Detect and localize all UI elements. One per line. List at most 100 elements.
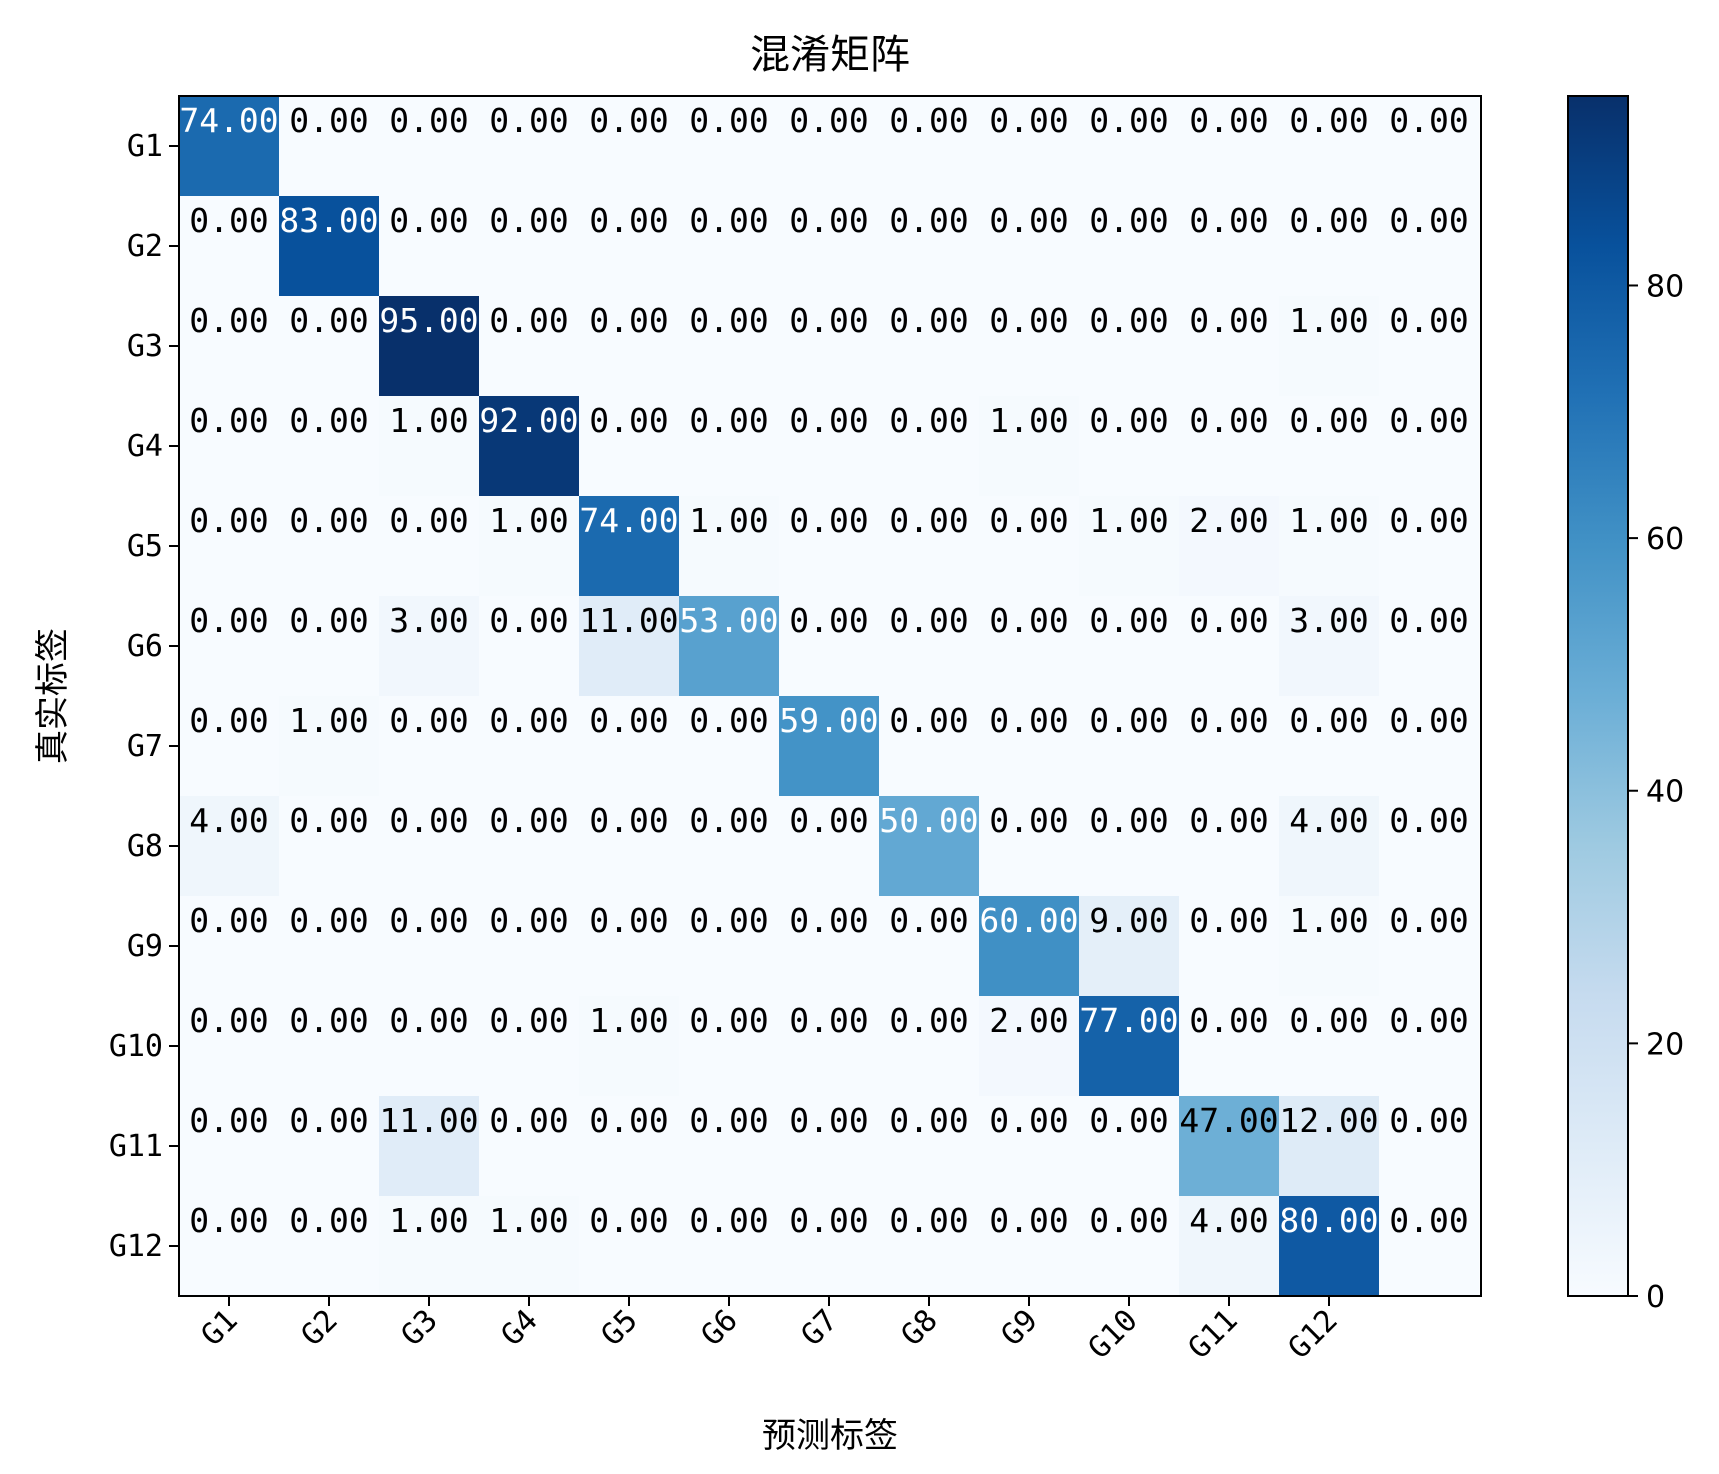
cell-value-label: 0.00 [389,701,468,740]
heatmap-cell [1379,996,1480,1097]
cell-value-label: 0.00 [1389,901,1468,940]
heatmap-cell [1079,896,1180,997]
heatmap-cell [179,696,280,797]
heatmap-cell [1079,296,1180,397]
colorbar-tick-label: 20 [1646,1027,1684,1062]
heatmap-cell [179,296,280,397]
heatmap-cell [1179,396,1280,497]
heatmap-cell [479,796,580,897]
cell-value-label: 0.00 [289,1001,368,1040]
y-tick-label: G9 [127,929,163,964]
cell-value-label: 0.00 [1389,101,1468,140]
heatmap-cell [979,596,1080,697]
cell-value-label: 0.00 [1389,1101,1468,1140]
cell-value-label: 0.00 [1289,1001,1368,1040]
cell-value-label: 1.00 [689,501,768,540]
heatmap-cell [879,496,980,597]
cell-value-label: 0.00 [389,801,468,840]
heatmap-cell [579,296,680,397]
cell-value-label: 0.00 [289,501,368,540]
heatmap-cell [379,96,480,197]
heatmap-cell [379,296,480,397]
cell-value-label: 0.00 [489,201,568,240]
heatmap-cell [1179,496,1280,597]
heatmap-cell [879,296,980,397]
heatmap-cell [1379,196,1480,297]
x-tick-label: G1 [194,1303,244,1353]
cell-value-label: 0.00 [789,1201,868,1240]
cell-value-label: 0.00 [689,901,768,940]
heatmap-cell [779,96,880,197]
cell-value-label: 0.00 [189,501,268,540]
heatmap-cell [479,396,580,497]
cell-value-label: 0.00 [589,101,668,140]
heatmap-cell [1179,796,1280,897]
heatmap-cell [1079,96,1180,197]
cell-value-label: 0.00 [589,1101,668,1140]
heatmap-cell [279,796,380,897]
cell-value-label: 0.00 [689,401,768,440]
cell-value-label: 3.00 [1289,601,1368,640]
cell-value-label: 0.00 [989,101,1068,140]
cell-value-label: 0.00 [889,1001,968,1040]
heatmap-cell [779,896,880,997]
y-tick-label: G3 [127,329,163,364]
cell-value-label: 0.00 [289,301,368,340]
heatmap-cell [279,96,380,197]
cell-value-label: 1.00 [1289,501,1368,540]
cell-value-label: 0.00 [1089,1201,1168,1240]
heatmap-cell [579,1196,680,1297]
cell-value-label: 0.00 [389,901,468,940]
cell-value-label: 0.00 [889,1201,968,1240]
cell-value-label: 0.00 [1089,701,1168,740]
cell-value-label: 0.00 [789,101,868,140]
cell-value-label: 0.00 [189,1001,268,1040]
cell-value-label: 0.00 [1189,1001,1268,1040]
cell-value-label: 0.00 [789,1101,868,1140]
y-axis-label: 真实标签 [33,628,73,764]
heatmap-cell [1379,496,1480,597]
cell-value-label: 0.00 [689,101,768,140]
heatmap-cell [879,1096,980,1197]
cell-value-label: 0.00 [589,901,668,940]
y-tick-label: G5 [127,529,163,564]
heatmap-cell [179,796,280,897]
heatmap-cell [779,1096,880,1197]
cell-value-label: 0.00 [589,301,668,340]
cell-value-label: 0.00 [1189,601,1268,640]
cell-value-label: 0.00 [889,101,968,140]
y-tick-label: G8 [127,829,163,864]
heatmap-cell [779,596,880,697]
cell-value-label: 59.00 [779,701,878,740]
heatmap-cell [1179,1196,1280,1297]
heatmap-cell [179,896,280,997]
y-tick-label: G7 [127,729,163,764]
cell-value-label: 0.00 [889,601,968,640]
cell-value-label: 0.00 [1389,701,1468,740]
heatmap-cell [579,996,680,1097]
cell-value-label: 0.00 [189,701,268,740]
heatmap-cell [1379,1196,1480,1297]
heatmap-cell [379,196,480,297]
cell-value-label: 0.00 [1089,301,1168,340]
heatmap-cell [1079,796,1180,897]
cell-value-label: 0.00 [1389,1201,1468,1240]
cell-value-label: 0.00 [489,601,568,640]
cell-value-label: 0.00 [489,1001,568,1040]
x-tick-label: G11 [1182,1303,1245,1366]
heatmap-cell [979,96,1080,197]
heatmap-cell [479,596,580,697]
cell-value-label: 0.00 [789,401,868,440]
heatmap-cell [1079,696,1180,797]
cell-value-label: 0.00 [589,701,668,740]
heatmap-cell [279,396,380,497]
heatmap-cell [1279,896,1380,997]
cell-value-label: 0.00 [789,301,868,340]
heatmap-cell [879,1196,980,1297]
heatmap-cell [1179,996,1280,1097]
heatmap-cell [679,496,780,597]
cell-value-label: 0.00 [989,501,1068,540]
heatmap-cell [579,696,680,797]
heatmap-cell [979,796,1080,897]
heatmap-cell [979,996,1080,1097]
